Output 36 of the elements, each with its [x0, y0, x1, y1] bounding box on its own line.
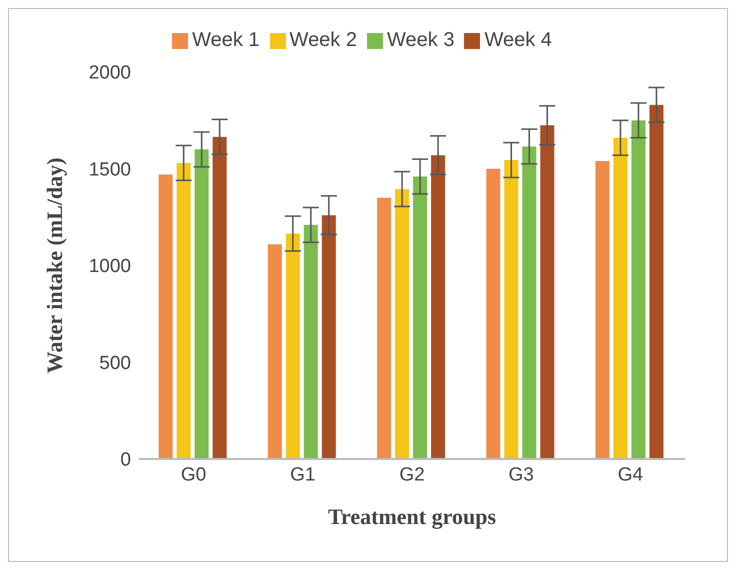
y-tick-label: 1000 — [88, 256, 131, 278]
bar — [395, 189, 410, 459]
bar — [649, 104, 664, 459]
bar — [194, 149, 209, 459]
bar — [158, 174, 173, 459]
bar — [286, 234, 300, 459]
y-axis-title: Water intake (mL/day) — [42, 158, 67, 374]
bar — [413, 176, 428, 459]
x-tick-label: G2 — [399, 464, 425, 486]
x-tick-label: G4 — [618, 464, 644, 486]
bar — [631, 120, 646, 459]
legend-label: Week 3 — [387, 29, 454, 51]
y-tick-label: 0 — [120, 450, 131, 471]
bar — [613, 138, 628, 459]
legend-label: Week 2 — [290, 29, 357, 51]
bar — [486, 168, 500, 459]
bar — [504, 160, 518, 459]
bar — [322, 215, 336, 459]
legend-label: Week 1 — [192, 29, 260, 51]
y-tick-label: 500 — [99, 352, 131, 374]
x-tick-label: G1 — [290, 464, 316, 486]
x-axis-title: Treatment groups — [328, 504, 496, 529]
bar — [522, 146, 536, 459]
bar — [595, 161, 610, 459]
bar — [268, 244, 282, 459]
bar — [304, 224, 318, 459]
y-tick-label: 1500 — [88, 159, 131, 180]
bar — [431, 155, 446, 459]
bar — [176, 162, 191, 459]
y-tick-label: 2000 — [88, 62, 131, 84]
bar — [212, 136, 227, 459]
bar — [377, 198, 392, 459]
legend-label: Week 4 — [484, 29, 552, 51]
bar — [540, 125, 554, 459]
x-tick-label: G0 — [180, 464, 206, 486]
x-tick-label: G3 — [508, 464, 534, 486]
